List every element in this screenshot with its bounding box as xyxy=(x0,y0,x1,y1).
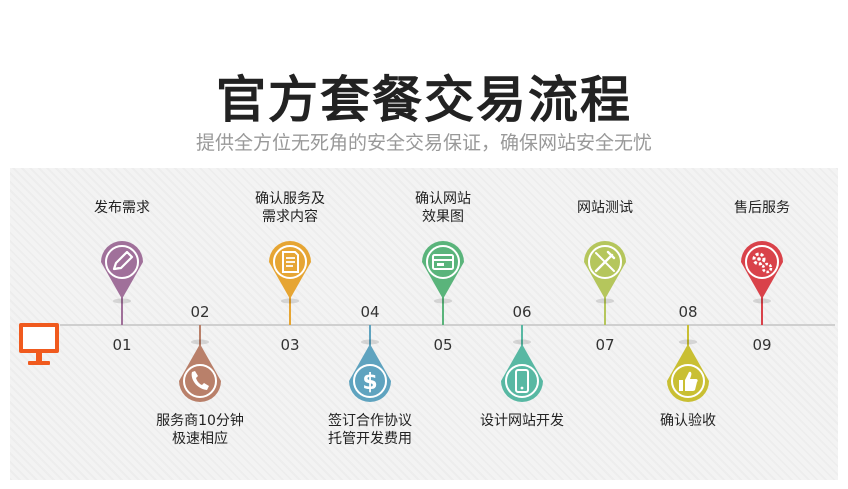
step-number: 04 xyxy=(360,303,380,321)
dollar-icon: $ xyxy=(362,370,377,395)
step-number: 09 xyxy=(752,336,772,354)
step-pin-marker xyxy=(101,241,143,304)
step-number: 01 xyxy=(112,336,132,354)
svg-text:$: $ xyxy=(362,370,377,395)
step-label: 售后服务 xyxy=(734,200,790,216)
thumbs-up-icon xyxy=(679,371,698,391)
document-icon xyxy=(282,251,299,273)
step-label: 发布需求 xyxy=(94,200,150,216)
mobile-icon xyxy=(515,369,529,393)
step-number: 03 xyxy=(280,336,300,354)
step-pin-marker xyxy=(667,339,709,402)
monitor-icon xyxy=(19,323,59,365)
step-connector xyxy=(442,297,444,325)
step-number: 07 xyxy=(595,336,615,354)
step-label: 确认网站 效果图 xyxy=(415,191,471,225)
tools-icon xyxy=(594,250,616,273)
image-card-icon xyxy=(432,254,454,270)
step-number: 05 xyxy=(433,336,453,354)
step-connector xyxy=(604,297,606,325)
step-connector xyxy=(521,325,523,346)
step-label: 网站测试 xyxy=(577,200,633,216)
timeline-line xyxy=(60,324,835,326)
pencil-icon xyxy=(112,250,134,271)
step-connector xyxy=(369,325,371,346)
step-connector xyxy=(121,297,123,325)
step-number: 08 xyxy=(678,303,698,321)
step-pin-marker xyxy=(422,241,464,304)
phone-icon xyxy=(191,371,209,390)
gears-icon xyxy=(752,252,773,274)
step-pin-marker: $ xyxy=(349,339,391,402)
step-label: 确认验收 xyxy=(660,413,716,429)
step-connector xyxy=(289,297,291,325)
page-title: 官方套餐交易流程 xyxy=(216,71,632,129)
step-label: 设计网站开发 xyxy=(480,413,564,429)
step-connector xyxy=(687,325,689,346)
step-connector xyxy=(199,325,201,346)
step-connector xyxy=(761,297,763,325)
step-pin-marker xyxy=(741,241,783,304)
step-number: 06 xyxy=(512,303,532,321)
step-pin-marker xyxy=(501,339,543,402)
step-label: 签订合作协议 托管开发费用 xyxy=(328,413,412,447)
step-pin-marker xyxy=(179,339,221,402)
step-label: 服务商10分钟 极速相应 xyxy=(156,413,244,447)
step-number: 02 xyxy=(190,303,210,321)
page-subtitle: 提供全方位无死角的安全交易保证，确保网站安全无忧 xyxy=(195,132,652,154)
step-label: 确认服务及 需求内容 xyxy=(255,191,325,225)
step-pin-marker xyxy=(584,241,626,304)
step-pin-marker xyxy=(269,241,311,304)
